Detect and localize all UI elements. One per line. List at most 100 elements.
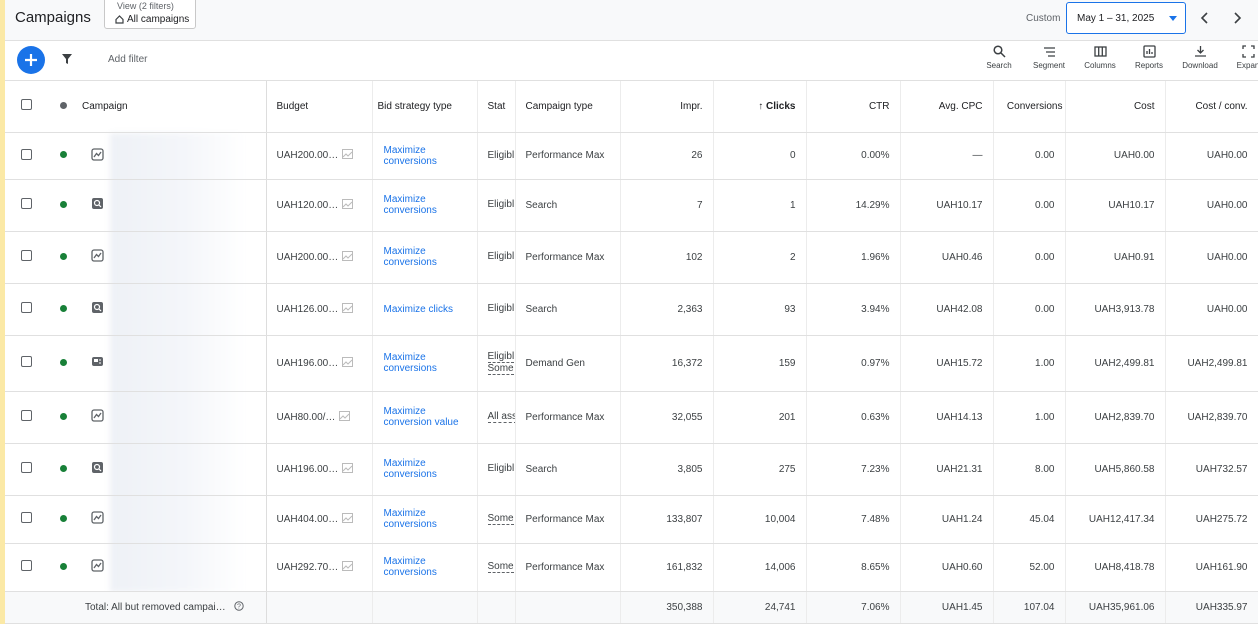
campaign-type-icon [91, 511, 104, 524]
tool-button[interactable]: Reports [1124, 45, 1174, 70]
tool-button[interactable]: Segment [1024, 45, 1074, 70]
column-header[interactable]: Cost / conv. [1165, 81, 1258, 133]
metric-cost-conv: UAH0.00 [1165, 132, 1258, 180]
status-dot [59, 151, 67, 158]
tool-button[interactable]: Download [1175, 45, 1225, 70]
column-header[interactable]: Campaign type [515, 81, 621, 133]
status-text-cell: Eligibl Some [477, 335, 516, 392]
select-cell [5, 132, 48, 180]
budget: UAH80.00/… [276, 411, 336, 423]
campaign-type-icon [91, 409, 104, 422]
column-header[interactable]: Campaign [78, 81, 267, 133]
bid-strategy[interactable]: Maximize conversions [383, 246, 437, 268]
metric-impr: 161,832 [620, 543, 714, 592]
date-range: May 1 – 31, 2025 [1077, 13, 1155, 24]
status-value[interactable]: Some [487, 561, 514, 573]
checkbox[interactable] [21, 302, 32, 313]
column-header[interactable]: Stat [477, 81, 516, 133]
status-value[interactable]: Eligibl [487, 251, 515, 262]
column-header[interactable]: Impr. [620, 81, 714, 133]
checkbox[interactable] [21, 250, 32, 261]
bid-strategy[interactable]: Maximize conversions [383, 508, 437, 530]
status-value[interactable]: Eligibl [487, 351, 515, 363]
bid-strategy-cell: Maximize conversions [372, 495, 478, 544]
column-header[interactable]: ↑ Clicks [713, 81, 807, 133]
checkbox[interactable] [21, 512, 32, 523]
column-header[interactable]: Conversions [993, 81, 1066, 133]
create-button[interactable] [16, 45, 46, 75]
metric-clicks: 93 [713, 283, 807, 336]
checkbox[interactable] [21, 462, 32, 473]
metric-cpc: UAH1.24 [900, 495, 994, 544]
bid-strategy[interactable]: Maximize conversions [383, 144, 437, 167]
chart-icon [342, 250, 354, 261]
bid-strategy[interactable]: Maximize conversions [383, 556, 437, 578]
checkbox[interactable] [21, 410, 32, 421]
status-value[interactable]: Eligibl [487, 199, 515, 210]
add-filter[interactable]: Add filter [108, 54, 148, 65]
column-header[interactable]: Budget [266, 81, 373, 133]
bid-strategy[interactable]: Maximize conversions [383, 352, 437, 374]
bid-strategy[interactable]: Maximize clicks [383, 303, 453, 315]
left-strip [0, 0, 5, 624]
chart-icon [342, 198, 354, 209]
campaign-row: UAH80.00/… Maximize conversion value All a… [5, 391, 1258, 444]
bid-strategy[interactable]: Maximize conversions [383, 458, 437, 480]
column-header[interactable]: Avg. CPC [900, 81, 994, 133]
date-picker[interactable]: May 1 – 31, 2025 [1066, 2, 1186, 34]
budget-icon [342, 302, 354, 316]
checkbox[interactable] [21, 356, 32, 367]
status-value[interactable]: Eligibl [487, 463, 515, 474]
campaign-type: Performance Max [515, 391, 621, 444]
status-cell [48, 132, 78, 180]
bid-strategy-cell: Maximize conversions [372, 231, 478, 284]
metric-cost-conv: UAH0.00 [1165, 231, 1258, 284]
tool-button[interactable]: Columns [1075, 45, 1125, 70]
total-cost-conv: UAH335.97 [1165, 591, 1258, 624]
bid-strategy-cell: Maximize conversions [372, 335, 478, 392]
status-dot [59, 304, 67, 312]
total-row: Total: All but removed campai…? 350,388 24… [5, 591, 1258, 624]
tool-button[interactable]: Search [974, 45, 1024, 70]
status-cell [48, 391, 78, 444]
status-text-cell: All ass [477, 391, 516, 444]
select-cell [5, 283, 48, 336]
next-button[interactable] [1230, 11, 1244, 25]
column-header[interactable]: Bid strategy type [372, 81, 478, 133]
status-value[interactable]: Eligibl [487, 303, 515, 314]
column-header[interactable]: CTR [806, 81, 901, 133]
metric-clicks: 1 [713, 179, 807, 232]
prev-button[interactable] [1198, 11, 1212, 25]
bid-strategy[interactable]: Maximize conversions [383, 194, 437, 216]
status-text-cell: Some [477, 543, 516, 592]
status-value[interactable]: Eligibl [487, 149, 515, 161]
checkbox[interactable] [21, 99, 32, 111]
campaign-row: UAH196.00… Maximize conversions Eligibl Som… [5, 335, 1258, 392]
status-text-cell: Some [477, 495, 516, 544]
filter-icon[interactable] [61, 53, 73, 65]
status-value[interactable]: Some [487, 513, 514, 525]
campaign-row: UAH126.00… Maximize clicks Eligibl Search 2,… [5, 283, 1258, 336]
column-header[interactable]: Cost [1065, 81, 1166, 133]
budget-icon [342, 356, 354, 370]
budget-cell: UAH200.00… [266, 231, 373, 284]
view-selector[interactable]: View (2 filters) All campaigns [104, 0, 196, 29]
status-value[interactable]: Some [487, 363, 514, 375]
status-value[interactable]: All ass [487, 411, 515, 423]
metric-cost-conv: UAH0.00 [1165, 283, 1258, 336]
tool-button[interactable]: Expan [1223, 45, 1258, 70]
campaign-row: UAH196.00… Maximize conversions Eligibl Sea… [5, 443, 1258, 496]
checkbox[interactable] [21, 560, 32, 571]
status-text: Some [487, 561, 515, 573]
status-text: All ass [487, 411, 515, 423]
help-icon[interactable]: ? [233, 600, 244, 614]
checkbox[interactable] [21, 148, 32, 160]
date-label: Custom [1026, 13, 1061, 24]
svg-text:?: ? [237, 603, 241, 610]
campaign-type-icon [91, 249, 104, 262]
status-text: Eligibl [488, 463, 515, 475]
campaign-type: Search [515, 283, 621, 336]
campaign-cell [78, 443, 267, 496]
checkbox[interactable] [21, 198, 32, 209]
bid-strategy[interactable]: Maximize conversion value [383, 406, 459, 428]
